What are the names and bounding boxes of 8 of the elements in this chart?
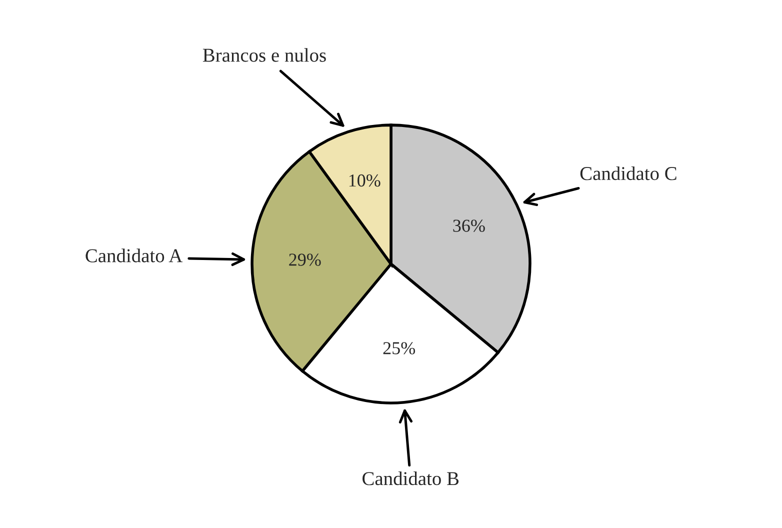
slice-label: Candidato C <box>580 166 676 180</box>
slice-label: Brancos e nulos <box>202 48 326 62</box>
data-label: 36% <box>453 220 485 232</box>
data-label: 25% <box>383 342 416 354</box>
data-label: 10% <box>349 174 380 187</box>
slice-label: Candidato B <box>362 471 459 486</box>
slice-label: Candidato A <box>86 248 183 262</box>
data-label: 29% <box>289 254 321 266</box>
